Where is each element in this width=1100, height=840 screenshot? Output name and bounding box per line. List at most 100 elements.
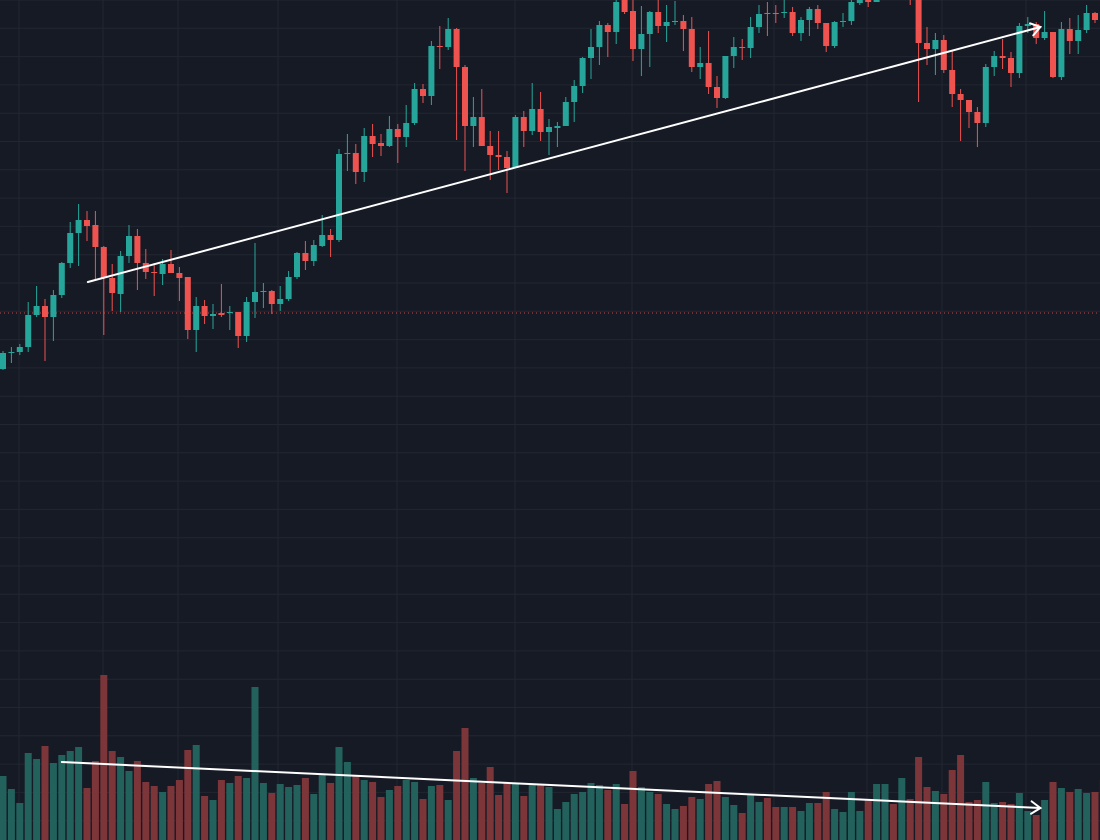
volume-bar	[24, 753, 32, 840]
volume-bar	[91, 761, 99, 840]
candle	[789, 7, 796, 36]
candle	[50, 290, 57, 341]
candle-body	[226, 312, 233, 313]
volume-bar	[41, 746, 49, 840]
candle	[100, 246, 107, 335]
candle	[67, 222, 74, 268]
candle-body	[630, 11, 636, 49]
volume-bar	[839, 812, 847, 840]
candle	[428, 41, 435, 105]
volume-bar	[671, 809, 679, 840]
trendline[interactable]	[86, 26, 1042, 283]
candle	[588, 29, 594, 79]
candle-body	[268, 291, 275, 304]
candle	[1075, 15, 1082, 54]
volume-bar	[772, 807, 780, 840]
candle-body	[210, 314, 216, 316]
candle	[336, 149, 342, 242]
candle	[117, 251, 124, 312]
candle-body	[982, 67, 989, 123]
volume-bar	[1015, 793, 1023, 840]
candle	[638, 6, 645, 76]
volume-bar	[503, 783, 511, 840]
candle-body	[772, 13, 779, 14]
candle	[873, 0, 880, 2]
volume-bar	[881, 784, 889, 840]
trendline-annotations[interactable]	[60, 22, 1043, 815]
candle	[134, 229, 141, 290]
candle-body	[747, 27, 754, 48]
trendline[interactable]	[60, 761, 1042, 809]
volume-bar	[646, 792, 654, 840]
candle	[730, 37, 737, 68]
candle	[453, 28, 460, 140]
candle	[982, 64, 989, 127]
candle	[327, 229, 334, 257]
candle-body	[184, 277, 191, 330]
volume-bar	[805, 803, 813, 840]
volume-trendline-arrow[interactable]	[60, 761, 1043, 815]
candle-body	[840, 21, 846, 22]
volume-bar	[797, 811, 805, 840]
candle	[168, 250, 174, 273]
candle-body	[403, 123, 410, 137]
candle	[361, 128, 368, 182]
candle-body	[394, 129, 401, 137]
volume-bar	[545, 787, 553, 840]
price-trendline-arrow[interactable]	[86, 22, 1043, 283]
volume-bar	[385, 790, 393, 840]
candle	[562, 97, 569, 126]
volume-bar	[604, 790, 612, 840]
volume-bar	[713, 781, 721, 840]
volume-bar	[654, 794, 662, 840]
volume-bars	[0, 675, 1100, 840]
candle-body	[327, 235, 334, 240]
candle-body	[999, 56, 1006, 58]
candle	[42, 299, 48, 361]
candle-body	[991, 56, 998, 67]
candle	[663, 5, 670, 42]
candle-body	[84, 220, 90, 226]
candle-body	[974, 112, 981, 123]
candle-body	[949, 70, 956, 94]
candle	[378, 134, 384, 156]
candle-body	[697, 63, 704, 67]
candle	[235, 312, 242, 348]
candle-body	[159, 264, 166, 274]
candle-body	[688, 29, 695, 67]
candle	[974, 107, 981, 147]
candle-body	[243, 302, 250, 336]
volume-bar	[167, 786, 175, 840]
candle	[529, 83, 536, 135]
candle-body	[739, 47, 746, 48]
candle-body	[865, 0, 872, 2]
candle	[512, 115, 519, 168]
candle-body	[814, 9, 821, 23]
candle-body	[1066, 29, 1073, 41]
candle-body	[730, 47, 737, 56]
volume-bar	[1083, 793, 1091, 840]
volume-bar	[612, 784, 620, 840]
candle-body	[445, 29, 452, 47]
volume-bar	[864, 800, 872, 840]
candle-body	[798, 20, 804, 33]
volume-bar	[192, 745, 200, 840]
candle-body	[848, 2, 855, 21]
candle-body	[319, 235, 326, 246]
candle	[848, 0, 855, 25]
candle	[596, 21, 603, 65]
candle-body	[1024, 24, 1031, 26]
candle	[226, 306, 233, 330]
candle	[764, 2, 771, 36]
candle-body	[462, 67, 468, 126]
candle-body	[92, 225, 99, 247]
candle-body	[646, 12, 653, 34]
volume-bar	[7, 789, 15, 840]
volume-bar	[150, 786, 158, 840]
candle-body	[487, 146, 494, 155]
candle-body	[260, 291, 267, 292]
candle-body	[109, 278, 116, 293]
candle	[999, 39, 1006, 69]
candle-body	[621, 0, 628, 12]
